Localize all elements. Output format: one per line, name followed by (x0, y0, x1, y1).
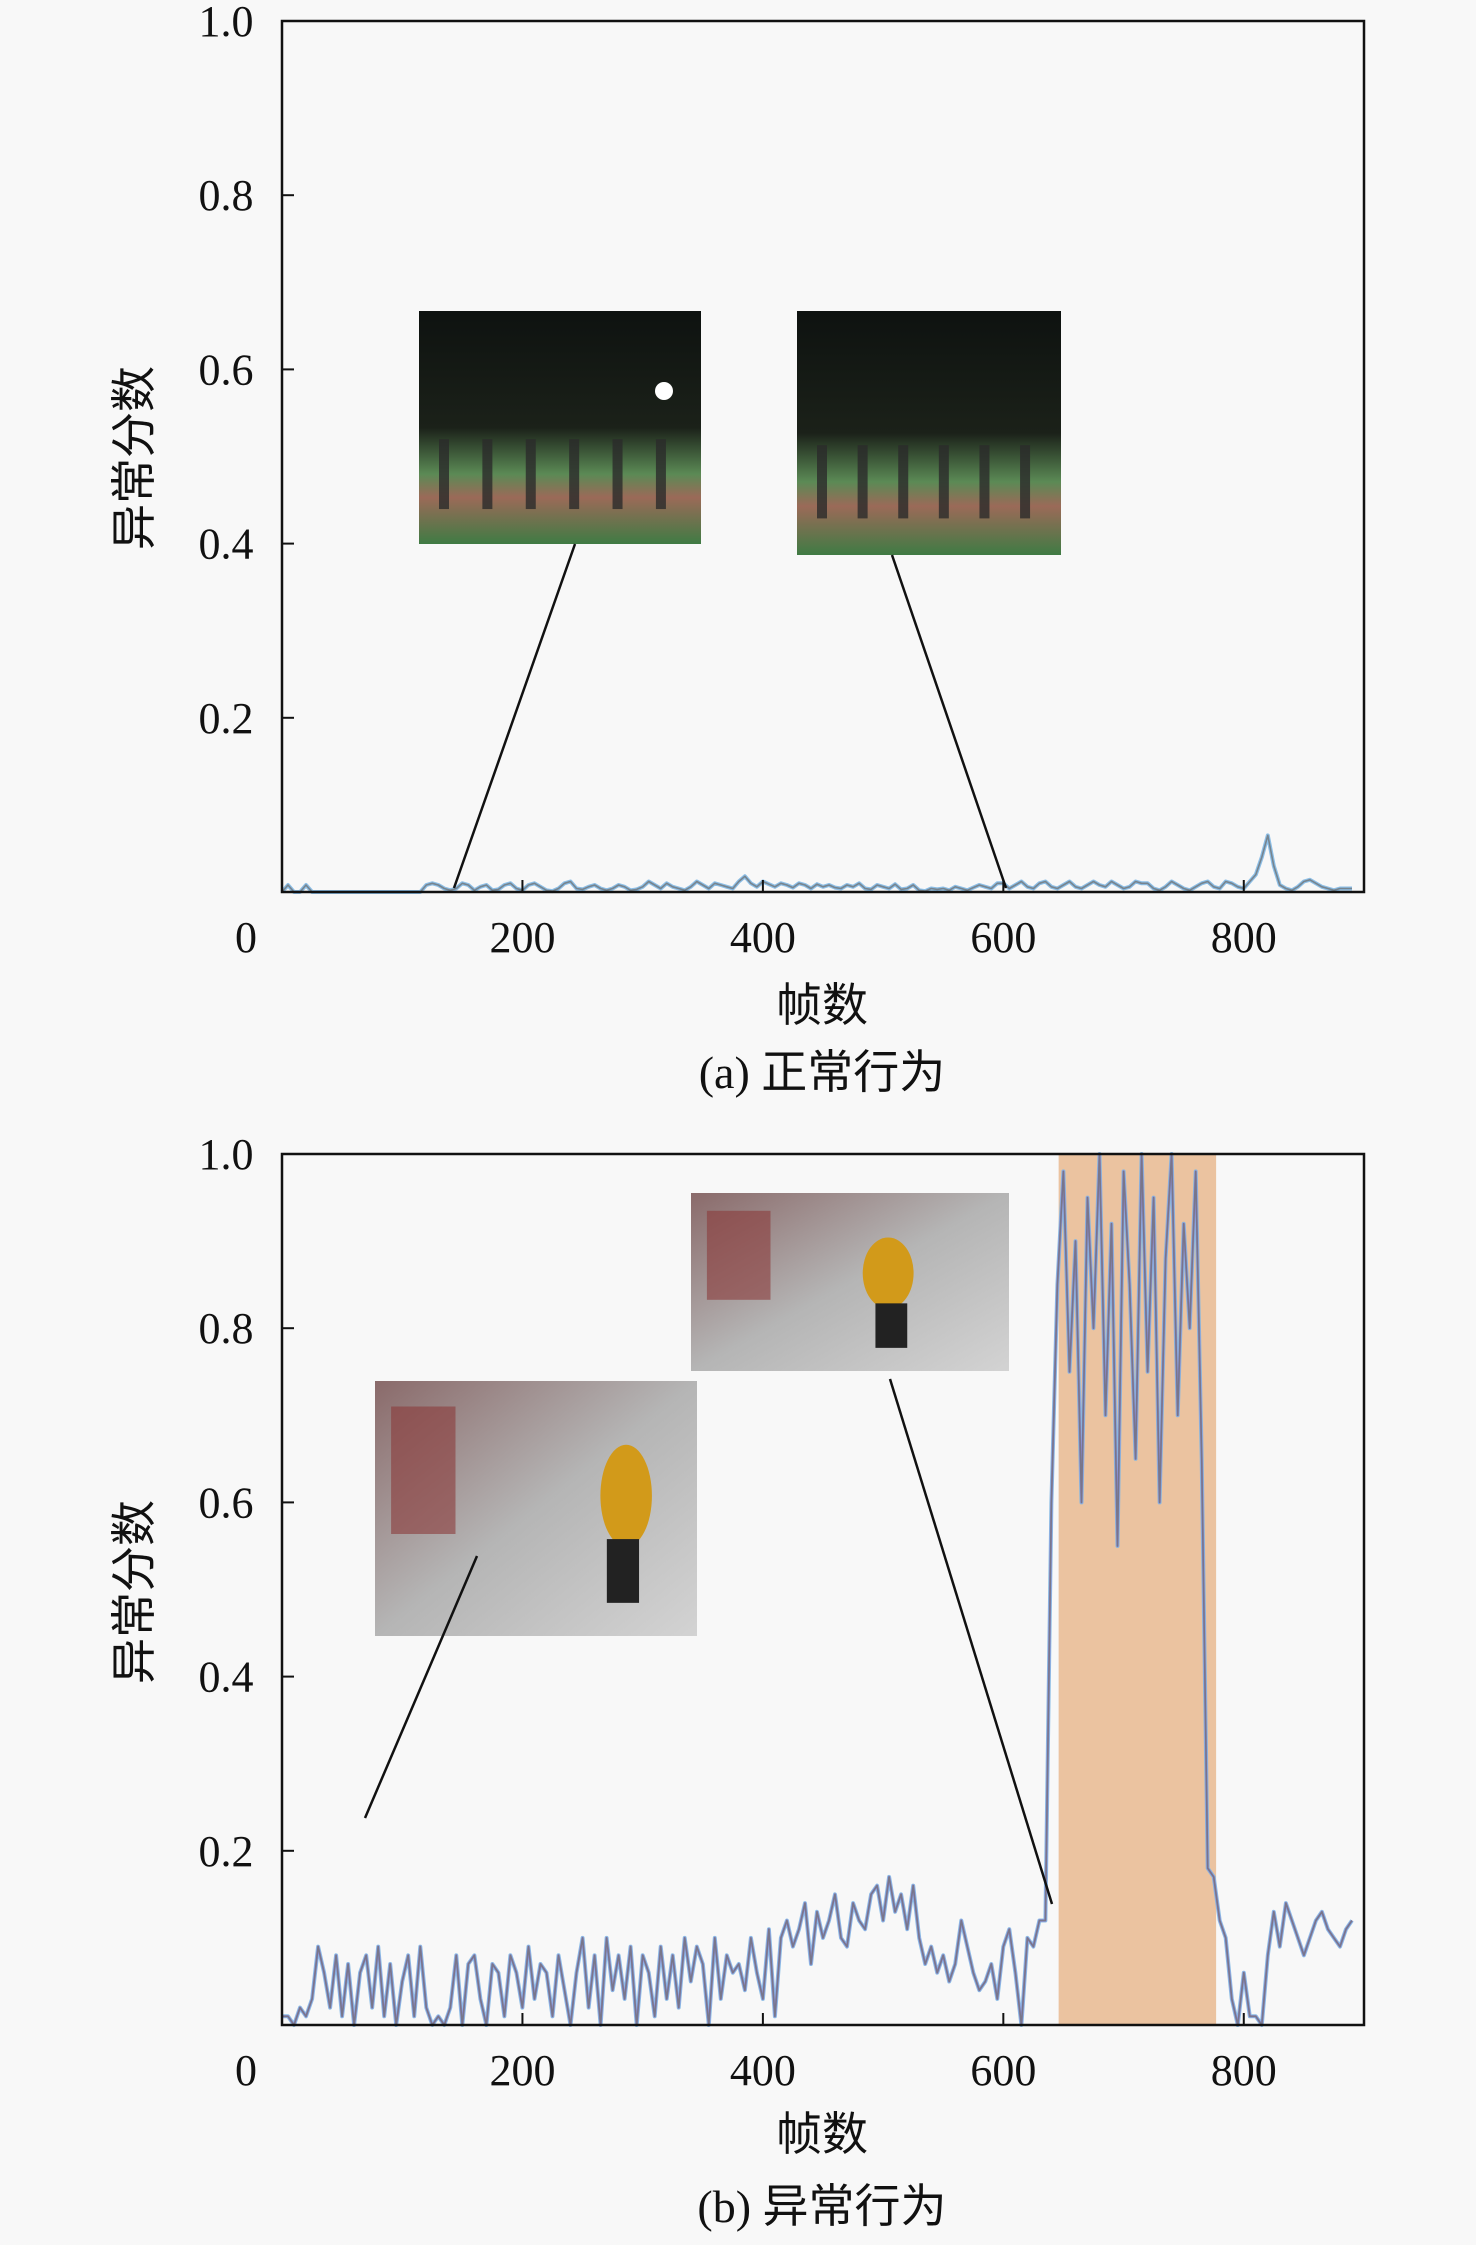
person-figure (569, 439, 580, 510)
person-figure (612, 439, 623, 510)
y-tick-label: 1.0 (199, 1130, 254, 1179)
y-tick-label: 0.8 (199, 171, 254, 220)
floodlight (655, 382, 673, 400)
inset-pointer-line (888, 1378, 1054, 1905)
person-yellow-shirt (862, 1237, 914, 1309)
x-tick-label: 800 (1211, 2046, 1277, 2095)
y-tick-label: 0.4 (199, 1653, 254, 1702)
x-tick-label: 800 (1211, 913, 1277, 962)
score-line (281, 834, 1352, 893)
panel-a: 0 200 400 600 800 0.2 0.4 0.6 0.8 1.0 帧数 异常分数 (a) 正常… (109, 0, 1366, 1098)
x-tick-label: 0 (235, 2046, 257, 2095)
x-tick-label: 200 (489, 913, 555, 962)
person-legs (606, 1539, 640, 1603)
x-tick-label: 600 (970, 2046, 1036, 2095)
person-figure (482, 439, 493, 510)
person-figure (817, 445, 827, 519)
y-tick-label: 1.0 (199, 0, 254, 46)
inset-photo-night-field-photo (797, 311, 1061, 555)
red-door (706, 1210, 771, 1300)
y-axis-label: 异常分数 (109, 1500, 160, 1684)
person-yellow-shirt (600, 1444, 652, 1547)
x-tick-label: 600 (970, 913, 1036, 962)
inset-pointer-line (452, 543, 577, 889)
panel-caption: (b) 异常行为 (697, 2181, 946, 2232)
panel-b: 0 200 400 600 800 0.2 0.4 0.6 0.8 1.0 帧数 异常分数 (b) 异常… (109, 1130, 1366, 2232)
person-figure (525, 439, 536, 510)
inset-photo-night-field-photo (419, 311, 701, 544)
y-tick-label: 0.2 (199, 1827, 254, 1876)
plot-frame (280, 19, 1366, 894)
y-tick-label: 0.4 (199, 520, 254, 569)
x-axis-label: 帧数 (776, 980, 868, 1031)
y-tick-label: 0.6 (199, 1478, 254, 1527)
panel-caption: (a) 正常行为 (699, 1047, 946, 1098)
x-tick-label: 200 (489, 2046, 555, 2095)
y-tick-label: 0.6 (199, 345, 254, 394)
person-figure (439, 439, 449, 510)
plot-frame (280, 1152, 1366, 2027)
person-figure (1020, 445, 1031, 519)
red-door (391, 1406, 456, 1534)
y-axis-label: 异常分数 (109, 366, 160, 550)
x-axis-label: 帧数 (776, 2109, 868, 2160)
person-figure (979, 445, 990, 519)
person-figure (898, 445, 909, 519)
person-figure (938, 445, 949, 519)
x-tick-label: 400 (730, 2046, 796, 2095)
person-legs (875, 1303, 908, 1348)
inset-pointer-line (363, 1555, 479, 1819)
person-figure (655, 439, 666, 510)
y-tick-label: 0.8 (199, 1304, 254, 1353)
inset-pointer-line (890, 554, 1008, 889)
x-tick-label: 0 (235, 913, 257, 962)
y-tick-label: 0.2 (199, 694, 254, 743)
x-tick-label: 400 (730, 913, 796, 962)
person-figure (857, 445, 868, 519)
score-line (282, 1153, 1353, 2026)
